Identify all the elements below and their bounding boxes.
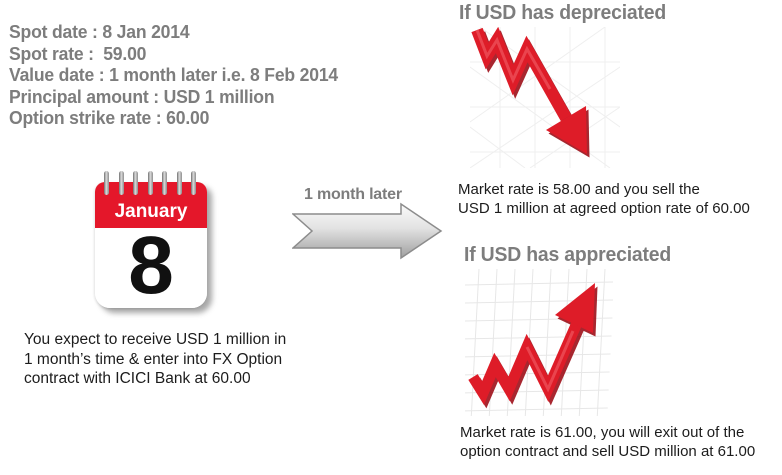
expectation-note-line2: 1 month’s time & enter into FX Option: [24, 350, 283, 368]
downtrend-arrow: [471, 27, 590, 158]
calendar-icon: January 8: [95, 171, 207, 311]
depreciated-note: Market rate is 58.00 and you sell the US…: [458, 181, 750, 218]
calendar-card: January 8: [95, 182, 207, 308]
expectation-note-line3: contract with ICICI Bank at 60.00: [24, 370, 251, 387]
depreciated-heading: If USD has depreciated: [459, 2, 667, 24]
calendar-day-number: 8: [128, 220, 174, 311]
timeline-right-arrow-icon: [292, 202, 443, 260]
timeline-label: 1 month later: [304, 186, 402, 203]
calendar-binding-rings: [104, 171, 196, 195]
ring-icon: [176, 171, 182, 195]
ring-icon: [147, 171, 153, 195]
expectation-note-line1: You expect to receive USD 1 million in: [24, 331, 287, 348]
ring-icon: [191, 171, 196, 195]
option-strike-rate-line: Option strike rate : 60.00: [9, 107, 210, 129]
value-date-line: Value date : 1 month later i.e. 8 Feb 20…: [9, 64, 339, 86]
depreciated-note-line1: Market rate is 58.00 and you sell the: [458, 181, 700, 198]
calendar-month-label: January: [114, 201, 188, 222]
appreciated-note-line2: option contract and sell USD million at …: [460, 443, 756, 460]
trade-details: Spot date : 8 Jan 2014 Spot rate : 59.00…: [9, 21, 338, 129]
ring-icon: [104, 171, 109, 195]
uptrend-arrow: [468, 283, 598, 409]
depreciated-note-line2: USD 1 million at agreed option rate of 6…: [458, 199, 750, 217]
principal-amount-line: Principal amount : USD 1 million: [9, 85, 275, 107]
expectation-note: You expect to receive USD 1 million in 1…: [24, 330, 286, 389]
appreciated-heading: If USD has appreciated: [464, 244, 672, 266]
appreciated-note-line1: Market rate is 61.00, you will exit out …: [460, 424, 745, 441]
uptrend-chart-icon: [465, 269, 613, 416]
ring-icon: [118, 171, 124, 195]
appreciated-note: Market rate is 61.00, you will exit out …: [460, 423, 755, 461]
ring-icon: [133, 171, 138, 195]
downtrend-chart-icon: [470, 27, 620, 168]
calendar-day-area: 8: [95, 220, 207, 311]
spot-date-line: Spot date : 8 Jan 2014: [9, 21, 190, 42]
calendar-month-header: January: [95, 182, 207, 228]
ring-icon: [162, 171, 167, 195]
spot-rate-line: Spot rate : 59.00: [9, 42, 147, 64]
